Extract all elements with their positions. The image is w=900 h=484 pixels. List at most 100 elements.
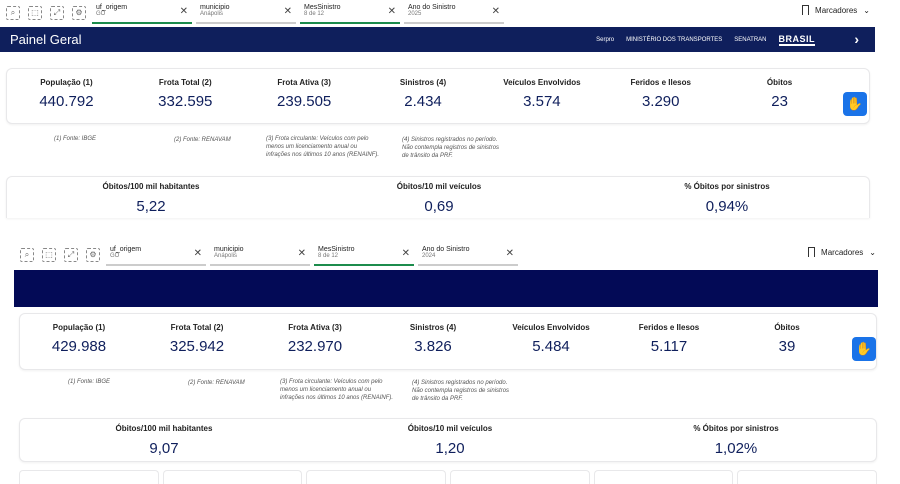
select-icon[interactable]: ⬚ bbox=[28, 6, 42, 20]
accessibility-hands-icon[interactable]: ✋ bbox=[843, 92, 867, 116]
card-stub bbox=[593, 470, 734, 484]
page-title: Painel Geral bbox=[10, 32, 82, 47]
close-icon[interactable]: ✕ bbox=[387, 6, 396, 17]
footnotes: (1) Fonte: IBGE (2) Fonte: RENAVAM (3) F… bbox=[0, 134, 900, 174]
close-icon[interactable]: ✕ bbox=[297, 248, 306, 259]
brasil-logo: BRASIL bbox=[778, 34, 815, 46]
toolbar: ⌕ ⬚ ⤢ ⚙ bbox=[6, 6, 86, 20]
bookmark-icon bbox=[808, 247, 816, 257]
bookmark-icon bbox=[802, 5, 810, 15]
serpro-logo: Serpro bbox=[596, 37, 615, 43]
kpi-populacao: População (1) 440.792 bbox=[7, 69, 126, 123]
chip-value: 2025 bbox=[408, 11, 422, 17]
chevron-right-icon[interactable]: › bbox=[854, 31, 859, 47]
kpi-value: 440.792 bbox=[39, 93, 94, 110]
filter-chip-ano-sinistro[interactable]: Ano do Sinistro 2025 ✕ bbox=[404, 2, 504, 24]
rate-value: 0,94% bbox=[705, 198, 749, 215]
filter-bar: ⌕ ⬚ ⤢ ⚙ uf_origem GO ✕ municipio Anápoli… bbox=[14, 242, 886, 268]
rate-value: 9,07 bbox=[149, 440, 179, 457]
kpi-value: 332.595 bbox=[158, 93, 213, 110]
kpi-frota-total: Frota Total (2) 325.942 bbox=[138, 314, 256, 369]
rate-obitos-sinistros: % Óbitos por sinistros 0,94% bbox=[583, 177, 871, 215]
chip-value: Anápolis bbox=[214, 253, 238, 259]
accessibility-hands-icon[interactable]: ✋ bbox=[852, 337, 876, 361]
kpi-card: População (1) 440.792 Frota Total (2) 33… bbox=[6, 68, 870, 124]
bookmarks-button[interactable]: Marcadores ⌄ bbox=[808, 247, 876, 257]
kpi-label: Veículos Envolvidos bbox=[512, 323, 590, 332]
filter-bar: ⌕ ⬚ ⤢ ⚙ uf_origem GO ✕ municipio Anápoli… bbox=[0, 0, 900, 26]
kpi-frota-ativa: Frota Ativa (3) 239.505 bbox=[245, 69, 364, 123]
expand-icon[interactable]: ⤢ bbox=[64, 248, 78, 262]
card-stub bbox=[306, 470, 447, 484]
kpi-label: Frota Total (2) bbox=[158, 78, 212, 87]
kpi-value: 3.826 bbox=[414, 338, 452, 355]
kpi-label: Sinistros (4) bbox=[399, 78, 447, 87]
rate-obitos-veiculos: Óbitos/10 mil veículos 0,69 bbox=[295, 177, 583, 215]
kpi-label: Frota Ativa (3) bbox=[277, 78, 331, 87]
close-icon[interactable]: ✕ bbox=[283, 6, 292, 17]
footnote-2: (2) Fonte: RENAVAM bbox=[174, 137, 231, 143]
kpi-feridos-ilesos: Feridos e Ilesos 3.290 bbox=[601, 69, 720, 123]
kpi-value: 39 bbox=[778, 338, 796, 355]
close-icon[interactable]: ✕ bbox=[491, 6, 500, 17]
kpi-veiculos-envolvidos: Veículos Envolvidos 5.484 bbox=[492, 314, 610, 369]
rate-label: Óbitos/10 mil veículos bbox=[396, 182, 482, 191]
card-stub bbox=[450, 470, 590, 484]
footnote-3: (3) Frota circulante: Veículos com pelo … bbox=[280, 379, 394, 401]
kpi-card: População (1) 429.988 Frota Total (2) 32… bbox=[19, 313, 877, 370]
chip-value: Anápolis bbox=[200, 11, 224, 17]
kpi-obitos: Óbitos 23 bbox=[720, 69, 839, 123]
footnote-4: (4) Sinistros registrados no período. Nã… bbox=[402, 137, 500, 159]
filter-chip-ano-sinistro[interactable]: Ano do Sinistro 2024 ✕ bbox=[418, 244, 518, 266]
chip-value: 2024 bbox=[422, 253, 436, 259]
kpi-value: 23 bbox=[771, 93, 788, 110]
filter-chip-uf-origem[interactable]: uf_origem GO ✕ bbox=[92, 2, 192, 24]
filter-chip-municipio[interactable]: municipio Anápolis ✕ bbox=[210, 244, 310, 266]
filter-chip-uf-origem[interactable]: uf_origem GO ✕ bbox=[106, 244, 206, 266]
kpi-veiculos-envolvidos: Veículos Envolvidos 3.574 bbox=[482, 69, 601, 123]
filter-chip-mes-sinistro[interactable]: MesSinistro 8 de 12 ✕ bbox=[300, 2, 400, 24]
close-icon[interactable]: ✕ bbox=[193, 248, 202, 259]
filter-icon[interactable]: ⚙ bbox=[86, 248, 100, 262]
footnote-1: (1) Fonte: IBGE bbox=[54, 136, 97, 142]
kpi-value: 3.574 bbox=[523, 93, 561, 110]
filter-chip-mes-sinistro[interactable]: MesSinistro 8 de 12 ✕ bbox=[314, 244, 414, 266]
senatran-logo: SENATRAN bbox=[734, 37, 767, 43]
chip-name: municipio bbox=[214, 246, 244, 253]
rate-obitos-veiculos: Óbitos/10 mil veículos 1,20 bbox=[306, 419, 594, 457]
kpi-value: 5.484 bbox=[532, 338, 570, 355]
kpi-label: Óbitos bbox=[766, 78, 793, 87]
bookmarks-button[interactable]: Marcadores ⌄ bbox=[802, 5, 870, 15]
page-header bbox=[14, 270, 878, 307]
kpi-populacao: População (1) 429.988 bbox=[20, 314, 138, 369]
zoom-icon[interactable]: ⌕ bbox=[6, 6, 20, 20]
filter-chip-municipio[interactable]: municipio Anápolis ✕ bbox=[196, 2, 296, 24]
expand-icon[interactable]: ⤢ bbox=[50, 6, 64, 20]
rate-value: 0,69 bbox=[424, 198, 454, 215]
filter-icon[interactable]: ⚙ bbox=[72, 6, 86, 20]
rate-label: % Óbitos por sinistros bbox=[684, 182, 770, 191]
kpi-frota-ativa: Frota Ativa (3) 232.970 bbox=[256, 314, 374, 369]
chip-name: municipio bbox=[200, 4, 230, 11]
close-icon[interactable]: ✕ bbox=[179, 6, 188, 17]
kpi-frota-total: Frota Total (2) 332.595 bbox=[126, 69, 245, 123]
kpi-value: 429.988 bbox=[51, 338, 107, 355]
footnotes: (1) Fonte: IBGE (2) Fonte: RENAVAM (3) F… bbox=[14, 377, 900, 417]
kpi-label: Óbitos bbox=[774, 323, 800, 332]
rate-value: 1,20 bbox=[435, 440, 465, 457]
chevron-down-icon: ⌄ bbox=[869, 247, 876, 257]
rate-value: 1,02% bbox=[714, 440, 758, 457]
page-header: Painel Geral Serpro MINISTÉRIO DOS TRANS… bbox=[0, 27, 875, 52]
close-icon[interactable]: ✕ bbox=[505, 248, 514, 259]
kpi-sinistros: Sinistros (4) 2.434 bbox=[364, 69, 483, 123]
chip-name: MesSinistro bbox=[318, 246, 355, 253]
close-icon[interactable]: ✕ bbox=[401, 248, 410, 259]
chip-name: uf_origem bbox=[96, 4, 128, 11]
kpi-label: Frota Total (2) bbox=[170, 323, 224, 332]
card-stub bbox=[19, 470, 159, 484]
next-cards-row bbox=[19, 470, 878, 484]
kpi-label: Sinistros (4) bbox=[409, 323, 457, 332]
partner-logos: Serpro MINISTÉRIO DOS TRANSPORTES SENATR… bbox=[596, 34, 815, 46]
select-icon[interactable]: ⬚ bbox=[42, 248, 56, 262]
zoom-icon[interactable]: ⌕ bbox=[20, 248, 34, 262]
